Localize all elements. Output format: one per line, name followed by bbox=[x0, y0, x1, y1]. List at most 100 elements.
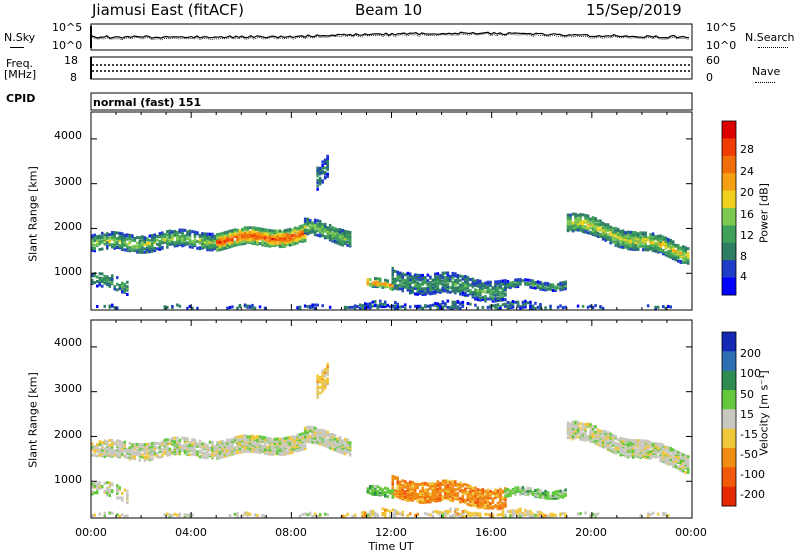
data-cell bbox=[318, 442, 322, 446]
data-cell bbox=[313, 226, 317, 230]
data-cell bbox=[586, 225, 590, 229]
data-cell bbox=[456, 286, 460, 290]
data-cell bbox=[601, 438, 605, 442]
data-cell bbox=[96, 454, 99, 458]
data-cell bbox=[596, 235, 600, 238]
data-cell bbox=[509, 304, 512, 308]
data-cell bbox=[96, 280, 99, 283]
data-cell bbox=[401, 278, 404, 282]
data-cell bbox=[318, 182, 322, 186]
data-cell bbox=[431, 283, 435, 286]
data-cell bbox=[506, 304, 510, 308]
data-cell bbox=[271, 237, 274, 241]
data-cell bbox=[221, 445, 224, 449]
data-cell bbox=[216, 239, 219, 243]
data-cell bbox=[519, 280, 522, 284]
data-cell bbox=[436, 488, 440, 491]
data-cell bbox=[421, 484, 424, 488]
data-cell bbox=[529, 300, 532, 304]
data-cell bbox=[236, 306, 239, 310]
power-cbar-tick: 28 bbox=[740, 143, 754, 156]
data-cell bbox=[106, 491, 109, 495]
data-cell bbox=[529, 304, 532, 308]
data-cell bbox=[371, 300, 374, 304]
data-cell bbox=[662, 305, 665, 309]
data-cell bbox=[298, 305, 302, 309]
data-cell bbox=[163, 235, 167, 239]
data-cell bbox=[616, 235, 620, 239]
data-cell bbox=[141, 443, 144, 447]
data-cell bbox=[311, 440, 314, 444]
data-cell bbox=[93, 491, 96, 495]
data-cell bbox=[111, 489, 114, 493]
data-cell bbox=[108, 443, 111, 447]
data-cell bbox=[436, 284, 440, 288]
data-cell bbox=[662, 235, 665, 239]
data-cell bbox=[664, 458, 667, 461]
data-cell bbox=[218, 455, 222, 459]
data-cell bbox=[293, 435, 297, 439]
data-cell bbox=[208, 247, 212, 251]
data-cell bbox=[576, 213, 580, 217]
data-cell bbox=[414, 487, 417, 490]
data-cell bbox=[404, 482, 407, 486]
data-cell bbox=[481, 490, 485, 494]
data-cell bbox=[158, 455, 162, 459]
x-tick-label: 08:00 bbox=[275, 526, 307, 539]
data-cell bbox=[434, 282, 437, 286]
data-cell bbox=[318, 429, 322, 432]
data-cell bbox=[141, 243, 144, 246]
data-cell bbox=[469, 484, 472, 488]
data-cell bbox=[261, 232, 264, 236]
data-cell bbox=[96, 305, 99, 308]
data-cell bbox=[534, 281, 537, 284]
data-cell bbox=[313, 303, 317, 307]
data-cell bbox=[419, 287, 422, 291]
data-cell bbox=[409, 482, 412, 486]
data-cell bbox=[631, 439, 635, 442]
data-cell bbox=[283, 449, 287, 453]
data-cell bbox=[576, 420, 580, 424]
data-cell bbox=[687, 247, 690, 251]
data-cell bbox=[599, 305, 602, 309]
data-cell bbox=[634, 235, 637, 239]
data-cell bbox=[108, 454, 111, 458]
data-cell bbox=[266, 232, 269, 235]
data-cell bbox=[379, 282, 382, 286]
data-cell bbox=[636, 232, 640, 236]
data-cell bbox=[321, 376, 324, 380]
data-cell bbox=[156, 247, 159, 251]
data-cell bbox=[404, 498, 407, 502]
data-cell bbox=[106, 440, 109, 444]
data-cell bbox=[391, 478, 394, 482]
data-cell bbox=[308, 224, 312, 228]
data-cell bbox=[206, 456, 209, 460]
data-cell bbox=[296, 226, 299, 230]
data-cell bbox=[98, 440, 101, 444]
data-cell bbox=[108, 451, 111, 455]
data-cell bbox=[203, 451, 207, 455]
data-cell bbox=[303, 219, 307, 223]
data-cell bbox=[153, 443, 157, 447]
data-cell bbox=[298, 433, 302, 436]
data-cell bbox=[499, 491, 502, 495]
data-cell bbox=[208, 242, 212, 246]
data-cell bbox=[434, 482, 437, 486]
data-cell bbox=[281, 233, 284, 237]
data-cell bbox=[684, 248, 687, 252]
data-cell bbox=[126, 293, 129, 296]
data-cell bbox=[581, 428, 585, 432]
data-cell bbox=[96, 243, 99, 246]
data-cell bbox=[581, 431, 585, 435]
data-cell bbox=[248, 447, 252, 451]
data-cell bbox=[93, 445, 96, 448]
data-cell bbox=[121, 444, 124, 448]
data-cell bbox=[586, 434, 590, 438]
data-cell bbox=[616, 450, 620, 454]
nsearch-label: N.Search bbox=[745, 31, 795, 44]
data-cell bbox=[604, 440, 607, 444]
data-cell bbox=[571, 435, 575, 439]
data-cell bbox=[654, 444, 657, 448]
data-cell bbox=[409, 291, 412, 295]
